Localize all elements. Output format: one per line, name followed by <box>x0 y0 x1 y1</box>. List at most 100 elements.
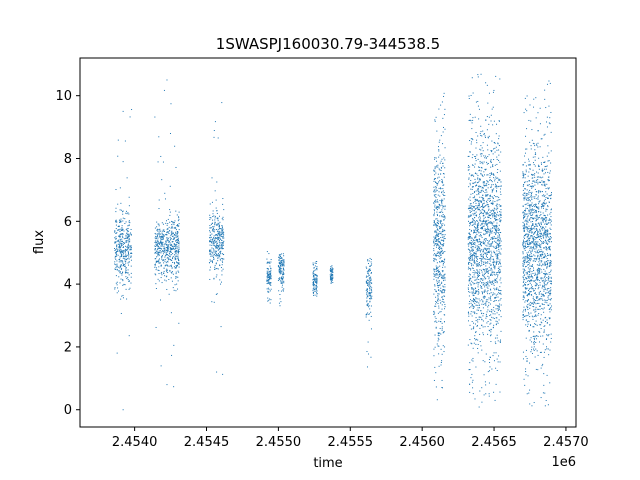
data-point <box>535 244 537 246</box>
data-point <box>119 251 121 253</box>
data-point <box>221 264 223 266</box>
data-point <box>442 239 444 241</box>
data-point <box>499 262 501 264</box>
data-point <box>547 222 549 224</box>
data-point <box>497 169 499 171</box>
data-point <box>496 358 498 360</box>
data-point <box>157 252 159 254</box>
data-point <box>434 243 436 245</box>
data-point <box>487 326 489 328</box>
data-point <box>218 238 220 240</box>
data-point <box>496 260 498 262</box>
data-point <box>434 204 436 206</box>
data-point <box>484 229 486 231</box>
data-point <box>162 241 164 243</box>
data-point <box>484 168 486 170</box>
data-point <box>524 261 526 263</box>
data-point <box>474 272 476 274</box>
data-point <box>158 280 160 282</box>
data-point <box>122 110 124 112</box>
data-point <box>527 315 529 317</box>
data-point <box>545 230 547 232</box>
data-point <box>119 220 121 222</box>
data-point <box>469 362 471 364</box>
data-point <box>542 293 544 295</box>
data-point <box>178 241 180 243</box>
data-point <box>266 280 268 282</box>
data-point <box>167 259 169 261</box>
data-point <box>478 263 480 265</box>
data-point <box>549 241 551 243</box>
data-point <box>475 228 477 230</box>
data-point <box>488 248 490 250</box>
data-point <box>541 170 543 172</box>
data-point <box>534 288 536 290</box>
data-point <box>490 159 492 161</box>
data-point <box>546 283 548 285</box>
data-point <box>536 338 538 340</box>
data-point <box>500 245 502 246</box>
data-point <box>483 181 485 183</box>
data-point <box>546 264 548 266</box>
data-point <box>437 274 439 276</box>
data-point <box>222 373 224 375</box>
data-point <box>178 322 180 324</box>
data-point <box>163 246 165 248</box>
data-point <box>130 265 132 267</box>
data-point <box>492 245 494 247</box>
data-point <box>439 205 441 207</box>
data-point <box>525 371 527 373</box>
data-point <box>176 265 177 267</box>
data-point <box>313 273 315 275</box>
data-point <box>478 279 480 280</box>
data-point <box>435 270 437 272</box>
data-point <box>529 258 531 260</box>
data-point <box>482 251 484 253</box>
data-point <box>545 246 547 248</box>
chart-title: 1SWASPJ160030.79-344538.5 <box>216 35 440 53</box>
data-point <box>469 242 471 244</box>
data-point <box>543 329 545 331</box>
data-point <box>126 228 128 230</box>
data-point <box>489 297 491 299</box>
data-point <box>434 366 436 368</box>
data-point <box>130 255 132 257</box>
data-point <box>496 163 498 165</box>
data-point <box>433 220 435 222</box>
data-point <box>119 221 121 223</box>
data-point <box>538 238 540 240</box>
data-point <box>527 204 529 206</box>
data-point <box>117 254 119 256</box>
data-point <box>483 253 485 255</box>
data-point <box>546 302 548 304</box>
data-point <box>436 273 438 275</box>
data-point <box>532 220 534 222</box>
data-point <box>162 238 164 240</box>
data-point <box>547 298 549 300</box>
data-point <box>474 282 476 284</box>
data-point <box>117 139 119 141</box>
data-point <box>491 191 493 193</box>
data-point <box>433 169 435 171</box>
data-point <box>487 229 489 231</box>
data-point <box>177 239 179 241</box>
data-point <box>269 273 271 275</box>
data-point <box>444 258 446 260</box>
data-point <box>539 215 541 217</box>
data-point <box>476 142 478 144</box>
data-point <box>442 162 444 164</box>
data-point <box>536 228 538 230</box>
data-point <box>496 370 498 372</box>
data-point <box>472 164 474 166</box>
data-point <box>128 247 130 248</box>
data-point <box>433 236 435 238</box>
data-point <box>526 181 528 183</box>
data-point <box>497 255 499 257</box>
data-point <box>433 275 435 277</box>
data-point <box>499 269 501 271</box>
data-point <box>534 301 536 303</box>
data-point <box>270 299 272 301</box>
data-point <box>522 314 524 316</box>
data-point <box>166 224 168 226</box>
data-point <box>489 288 491 290</box>
